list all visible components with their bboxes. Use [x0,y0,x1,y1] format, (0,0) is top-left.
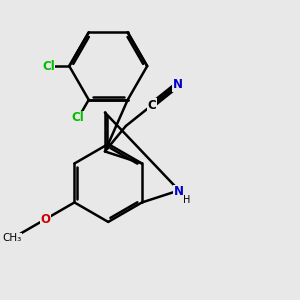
Text: N: N [174,185,184,198]
Text: Cl: Cl [42,60,55,73]
Text: H: H [183,195,190,205]
Text: Cl: Cl [72,112,85,124]
Text: O: O [41,212,51,226]
Text: C: C [147,99,156,112]
Text: CH₃: CH₃ [3,233,22,243]
Text: N: N [172,78,183,91]
